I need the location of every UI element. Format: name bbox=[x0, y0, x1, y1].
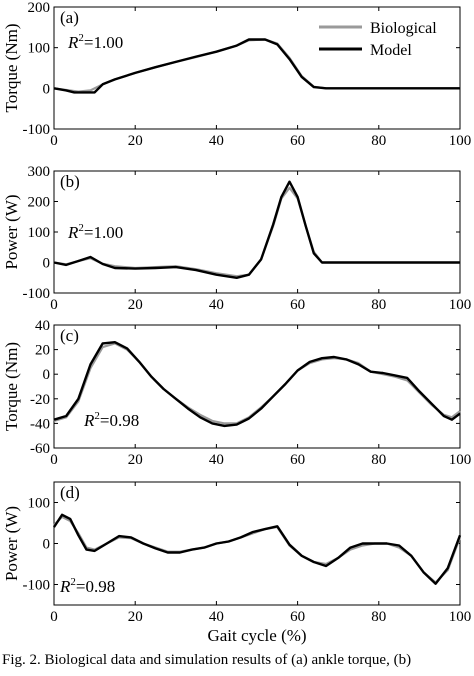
series-line-model bbox=[53, 38, 460, 94]
r-squared-annotation: R2=1.00 bbox=[67, 222, 123, 242]
figure-caption: Fig. 2. Biological data and simulation r… bbox=[2, 652, 412, 668]
x-axis-label: Gait cycle (%) bbox=[207, 626, 306, 645]
x-tick-label: 60 bbox=[290, 133, 305, 149]
r-squared-annotation: R2=0.98 bbox=[59, 576, 115, 596]
y-tick-label: -100 bbox=[23, 578, 51, 594]
y-tick-label: -100 bbox=[23, 286, 51, 302]
panel-label: (d) bbox=[60, 483, 80, 502]
legend-label-model: Model bbox=[370, 42, 412, 59]
y-tick-label: 200 bbox=[28, 195, 51, 211]
panel-label: (c) bbox=[60, 326, 79, 345]
y-tick-label: 100 bbox=[28, 41, 51, 57]
series-line-model bbox=[52, 513, 462, 585]
series-line-model bbox=[53, 180, 460, 279]
x-tick-label: 20 bbox=[128, 133, 143, 149]
x-tick-label: 100 bbox=[449, 609, 472, 625]
y-axis-label: Power (W) bbox=[2, 506, 21, 581]
y-axis-label: Torque (Nm) bbox=[2, 342, 21, 431]
x-tick-label: 40 bbox=[209, 133, 224, 149]
y-tick-label: 40 bbox=[35, 318, 50, 334]
y-tick-label: 0 bbox=[43, 81, 51, 97]
x-tick-label: 100 bbox=[449, 297, 472, 313]
plot-frame bbox=[53, 324, 461, 449]
y-tick-label: -20 bbox=[30, 392, 50, 408]
plot-frame bbox=[53, 6, 461, 130]
y-tick-label: 0 bbox=[43, 537, 51, 553]
x-tick-label: 80 bbox=[371, 609, 386, 625]
x-tick-label: 80 bbox=[371, 297, 386, 313]
series-line-model bbox=[53, 341, 461, 428]
x-tick-label: 40 bbox=[209, 297, 224, 313]
chart-panel-3: 0 20 40 60 80 100 -60 -40 -20 0 20 40 (c) R2=0.98 Torq… bbox=[2, 318, 471, 468]
y-axis-label: Torque (Nm) bbox=[2, 24, 21, 113]
x-tick-label: 60 bbox=[290, 609, 305, 625]
y-axis-label: Power (W) bbox=[2, 194, 21, 269]
x-tick-label: 100 bbox=[449, 452, 472, 468]
legend-label-biological: Biological bbox=[370, 20, 437, 37]
x-tick-label: 20 bbox=[128, 452, 143, 468]
x-tick-label: 100 bbox=[449, 133, 472, 149]
y-tick-label: -100 bbox=[23, 122, 51, 138]
r-squared-annotation: R2=1.00 bbox=[67, 32, 123, 52]
r-squared-annotation: R2=0.98 bbox=[83, 410, 139, 430]
y-tick-label: 0 bbox=[43, 256, 51, 272]
x-tick-label: 0 bbox=[50, 133, 58, 149]
y-tick-label: 0 bbox=[43, 367, 51, 383]
y-tick-label: 300 bbox=[28, 164, 51, 180]
x-tick-label: 40 bbox=[209, 452, 224, 468]
y-tick-label: 200 bbox=[28, 0, 51, 16]
chart-panel-4: 0 20 40 60 80 100 -100 0 100 (d) R2=0.98 Power (W) bbox=[2, 481, 472, 625]
panel-label: (b) bbox=[60, 172, 80, 191]
y-tick-label: -40 bbox=[30, 416, 50, 432]
panel-label: (a) bbox=[60, 8, 79, 27]
x-tick-label: 0 bbox=[50, 297, 58, 313]
x-tick-label: 60 bbox=[290, 297, 305, 313]
x-tick-label: 0 bbox=[50, 452, 58, 468]
series-line-biological bbox=[53, 515, 462, 584]
x-tick-label: 60 bbox=[290, 452, 305, 468]
x-tick-label: 20 bbox=[128, 297, 143, 313]
x-tick-label: 80 bbox=[371, 452, 386, 468]
y-tick-label: 100 bbox=[28, 496, 51, 512]
x-tick-label: 0 bbox=[50, 609, 58, 625]
y-tick-label: -60 bbox=[30, 441, 50, 457]
legend: Biological Model bbox=[319, 20, 437, 59]
x-tick-label: 80 bbox=[371, 133, 386, 149]
y-tick-label: 100 bbox=[28, 225, 51, 241]
x-tick-label: 40 bbox=[209, 609, 224, 625]
x-tick-label: 20 bbox=[128, 609, 143, 625]
y-tick-label: 20 bbox=[35, 343, 50, 359]
